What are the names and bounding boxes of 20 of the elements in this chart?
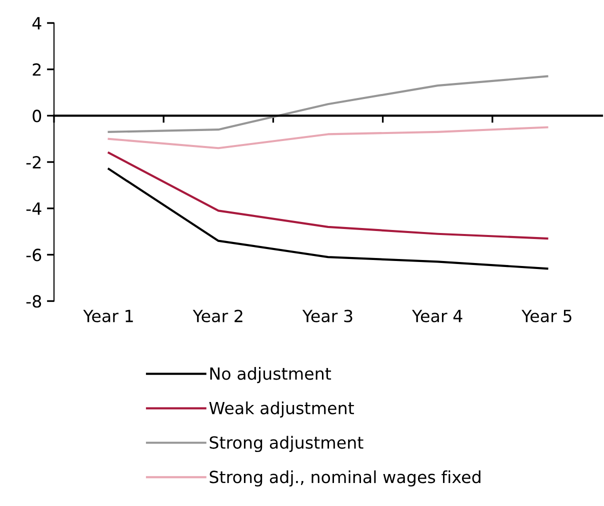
line-series [108,152,548,240]
y-tick-label: 4 [32,17,42,30]
x-tick-label: Year 2 [192,310,242,322]
legend-label: Strong adj., nominal wages fixed [210,470,480,487]
y-tick-label: 0 [32,110,42,122]
x-tick-label: Year 4 [412,310,462,322]
y-tick-label: -4 [26,202,42,215]
line-series [108,126,548,150]
legend-label: Weak adjustment [209,401,354,418]
y-tick-label: -8 [26,295,42,308]
x-tick-label: Year 5 [522,310,572,322]
x-tick-label: Year 3 [302,310,352,322]
line-series [108,75,548,133]
x-tick-label: Year 1 [83,310,133,322]
legend-label: Strong adjustment [210,436,364,452]
line-series [108,168,548,270]
y-tick-label: -6 [26,248,42,262]
legend-label: No adjustment [210,367,332,384]
y-tick-label: -2 [26,156,41,168]
y-tick-label: 2 [32,63,41,76]
